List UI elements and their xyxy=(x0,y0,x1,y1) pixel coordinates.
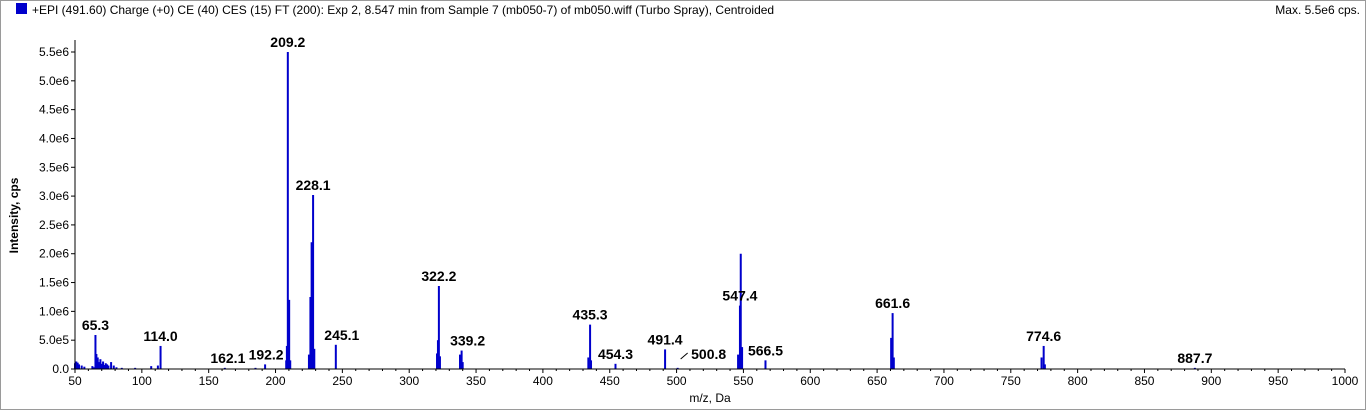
x-tick-label-350: 350 xyxy=(466,374,486,388)
peak-label-13: 547.4 xyxy=(722,288,757,304)
peak-label-8: 339.2 xyxy=(450,333,485,349)
y-tick-label-2: 1.0e6 xyxy=(39,304,69,318)
y-tick-label-5: 2.5e6 xyxy=(39,218,69,232)
peak-label-2: 162.1 xyxy=(210,350,245,366)
x-axis-title: m/z, Da xyxy=(689,391,731,405)
axes xyxy=(74,40,1345,370)
y-tick-label-8: 4.0e6 xyxy=(39,131,69,145)
x-tick-label-550: 550 xyxy=(733,374,753,388)
peak-label-5: 228.1 xyxy=(296,177,331,193)
y-axis-title: Intensity, cps xyxy=(7,177,21,253)
y-tick-label-4: 2.0e6 xyxy=(39,247,69,261)
y-tick-label-1: 5.0e5 xyxy=(39,333,69,347)
x-tick-label-300: 300 xyxy=(399,374,419,388)
x-tick-label-100: 100 xyxy=(132,374,152,388)
peak-bars xyxy=(74,52,1196,369)
peak-label-leader-12 xyxy=(680,352,688,360)
x-tick-label-1000: 1000 xyxy=(1332,374,1359,388)
x-tick-label-450: 450 xyxy=(600,374,620,388)
y-tick-label-11: 5.5e6 xyxy=(39,45,69,59)
peak-label-6: 245.1 xyxy=(324,327,359,343)
peak-labels: 65.3 114.0 162.1 192.2 209.2 228.1 245.1 322.2 3… xyxy=(82,34,1213,366)
peak-label-9: 435.3 xyxy=(573,307,608,323)
x-tick-label-950: 950 xyxy=(1268,374,1288,388)
peak-label-0: 65.3 xyxy=(82,317,109,333)
peak-label-7: 322.2 xyxy=(421,268,456,284)
max-intensity-label: Max. 5.5e6 cps. xyxy=(1275,3,1360,17)
x-tick-label-800: 800 xyxy=(1068,374,1088,388)
y-tick-label-10: 5.0e6 xyxy=(39,74,69,88)
x-tick-label-750: 750 xyxy=(1001,374,1021,388)
peak-label-4: 209.2 xyxy=(270,34,305,50)
peak-label-17: 887.7 xyxy=(1177,350,1212,366)
y-tick-label-6: 3.0e6 xyxy=(39,189,69,203)
chart-header-title: +EPI (491.60) Charge (+0) CE (40) CES (1… xyxy=(32,3,775,17)
peak-label-14: 566.5 xyxy=(748,342,783,358)
peak-label-12: 500.8 xyxy=(691,346,726,362)
peak-label-10: 454.3 xyxy=(598,346,633,362)
series-color-swatch xyxy=(16,3,27,14)
x-tick-label-500: 500 xyxy=(667,374,687,388)
y-tick-label-9: 4.5e6 xyxy=(39,103,69,117)
y-tick-label-0: 0.0 xyxy=(52,362,69,376)
x-tick-label-700: 700 xyxy=(934,374,954,388)
y-axis-ticks: 0.0 5.0e5 1.0e6 1.5e6 2.0e6 2.5e6 3.0e6 3.5e6 4.… xyxy=(39,45,75,376)
x-tick-label-850: 850 xyxy=(1134,374,1154,388)
x-axis-ticks: 50 100 150 200 250 300 350 400 450 500 550 600 650 70… xyxy=(68,369,1359,388)
peak-label-15: 661.6 xyxy=(875,295,910,311)
x-tick-label-900: 900 xyxy=(1201,374,1221,388)
peak-label-11: 491.4 xyxy=(648,331,683,347)
x-tick-label-250: 250 xyxy=(332,374,352,388)
x-tick-label-50: 50 xyxy=(68,374,82,388)
x-tick-label-150: 150 xyxy=(199,374,219,388)
y-tick-label-3: 1.5e6 xyxy=(39,276,69,290)
x-tick-label-400: 400 xyxy=(533,374,553,388)
x-tick-label-200: 200 xyxy=(266,374,286,388)
peak-label-16: 774.6 xyxy=(1026,328,1061,344)
peak-label-3: 192.2 xyxy=(249,346,284,362)
y-tick-label-7: 3.5e6 xyxy=(39,160,69,174)
x-tick-label-600: 600 xyxy=(800,374,820,388)
x-tick-label-650: 650 xyxy=(867,374,887,388)
peak-label-1: 114.0 xyxy=(143,328,177,344)
